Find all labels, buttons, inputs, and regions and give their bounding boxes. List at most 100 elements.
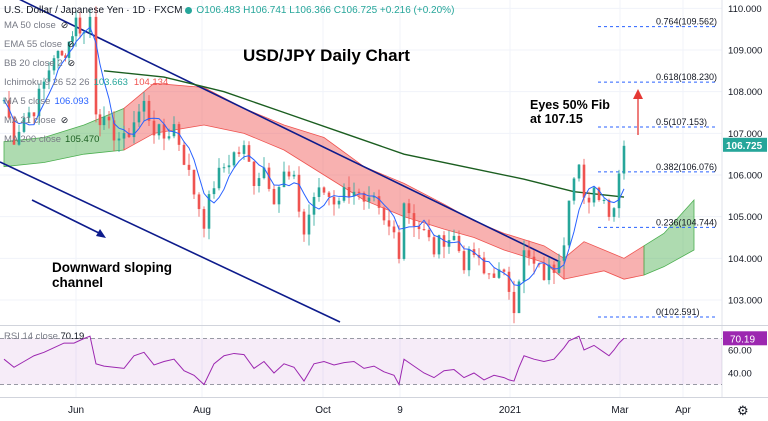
candle-body bbox=[597, 187, 601, 201]
indicator-label: MA 50 close bbox=[4, 20, 56, 31]
candle-body bbox=[587, 197, 591, 203]
candle-body bbox=[88, 16, 92, 33]
candle-body bbox=[542, 263, 546, 281]
candle-body bbox=[272, 188, 276, 205]
ma5-line bbox=[3, 26, 625, 287]
candle-body bbox=[257, 178, 261, 186]
candle-body bbox=[207, 194, 211, 229]
indicator-row[interactable]: MA 200 close 105.470 bbox=[4, 134, 101, 145]
indicator-row[interactable]: MA 50 close ⊘ bbox=[4, 20, 68, 31]
time-tick-label: Mar bbox=[611, 405, 629, 416]
candle-body bbox=[337, 200, 341, 205]
candle-body bbox=[227, 165, 231, 168]
candle-body bbox=[94, 16, 98, 115]
hidden-eye-icon[interactable]: ⊘ bbox=[67, 39, 75, 49]
price-axis: 103.000 104.000 105.000 106.000 107.000 108.0… bbox=[721, 0, 768, 421]
indicator-row[interactable]: BB 20 close 2 ⊘ bbox=[4, 58, 75, 69]
indicator-value: 103.663 bbox=[93, 77, 128, 88]
candle-body bbox=[102, 116, 106, 126]
rsi-label: RSI 14 close bbox=[4, 331, 58, 342]
symbol-name[interactable]: U.S. Dollar / Japanese Yen · 1D · FXCM bbox=[4, 5, 183, 16]
candle-body bbox=[517, 281, 521, 314]
rsi-value: 70.19 bbox=[60, 331, 85, 342]
candle-body bbox=[242, 145, 246, 154]
candle-body bbox=[507, 271, 511, 292]
settings-gear-icon[interactable]: ⚙ bbox=[737, 403, 749, 418]
candle-body bbox=[27, 112, 31, 118]
candle-body bbox=[532, 256, 536, 264]
channel-direction-arrow bbox=[31, 199, 104, 236]
candle-body bbox=[437, 235, 441, 255]
candle-body bbox=[407, 203, 411, 214]
rsi-tick-label: 60.00 bbox=[728, 346, 752, 357]
indicator-row[interactable]: EMA 55 close ⊘ bbox=[4, 39, 75, 50]
candle-body bbox=[78, 17, 82, 34]
candle-body bbox=[512, 291, 516, 314]
indicator-label: MA 21 close bbox=[4, 115, 56, 126]
candle-body bbox=[307, 214, 311, 235]
candle-body bbox=[42, 81, 46, 89]
candle-body bbox=[17, 131, 21, 145]
candle-body bbox=[347, 187, 351, 197]
candle-body bbox=[187, 164, 191, 170]
candle-body bbox=[367, 197, 371, 202]
price-axis-bg bbox=[722, 0, 768, 421]
candle-body bbox=[402, 203, 406, 259]
candle-body bbox=[167, 136, 171, 139]
candle-body bbox=[22, 117, 26, 132]
candle-body bbox=[377, 196, 381, 208]
candle-body bbox=[427, 229, 431, 238]
fib-label: 0.236(104.744) bbox=[656, 217, 717, 227]
candle-body bbox=[392, 226, 396, 233]
candle-body bbox=[397, 232, 401, 259]
candle-body bbox=[452, 235, 456, 241]
rsi-value-tag bbox=[723, 331, 767, 346]
candles bbox=[2, 6, 626, 324]
fib-label: 0.5(107.153) bbox=[656, 117, 707, 127]
channel-annotation-line2: channel bbox=[52, 275, 104, 290]
candle-body bbox=[322, 187, 326, 193]
candle-body bbox=[56, 50, 60, 59]
candle-body bbox=[60, 50, 64, 56]
candle-body bbox=[577, 164, 581, 179]
time-tick-label: Aug bbox=[193, 405, 211, 416]
hidden-eye-icon[interactable]: ⊘ bbox=[67, 58, 76, 68]
candle-body bbox=[247, 145, 251, 162]
candle-body bbox=[417, 226, 421, 230]
candle-body bbox=[617, 173, 621, 209]
candle-body bbox=[602, 199, 606, 201]
fib-label: 0(102.591) bbox=[656, 307, 700, 317]
candle-body bbox=[127, 133, 131, 138]
candle-body bbox=[432, 237, 436, 255]
hidden-eye-icon[interactable]: ⊘ bbox=[60, 115, 69, 125]
candle-body bbox=[12, 117, 16, 145]
fib-annotation-line1: Eyes 50% Fib bbox=[530, 98, 610, 112]
candle-body bbox=[197, 194, 201, 210]
candle-body bbox=[117, 138, 121, 141]
ma5-path bbox=[3, 26, 625, 287]
candle-body bbox=[74, 17, 78, 37]
time-tick-label: Apr bbox=[675, 405, 691, 416]
candle-body bbox=[297, 174, 301, 212]
candle-body bbox=[237, 152, 241, 154]
channel-direction-arrowhead bbox=[96, 229, 106, 238]
price-tick-label: 104.000 bbox=[728, 254, 762, 265]
candle-body bbox=[447, 240, 451, 247]
indicator-value: 105.470 bbox=[65, 134, 100, 145]
candle-body bbox=[152, 120, 156, 136]
time-tick-label: 9 bbox=[397, 405, 403, 416]
indicator-row[interactable]: MA 21 close ⊘ bbox=[4, 115, 68, 126]
indicator-row[interactable]: Ichimoku 9 26 52 26 103.663 104.134 bbox=[4, 77, 170, 88]
candle-body bbox=[357, 191, 361, 193]
candle-body bbox=[382, 207, 386, 221]
rsi-value-label: 70.19 bbox=[730, 334, 755, 345]
rsi-legend[interactable]: RSI 14 close 70.19 bbox=[4, 331, 84, 342]
indicator-row[interactable]: MA 5 close 106.093 bbox=[4, 96, 91, 107]
hidden-eye-icon[interactable]: ⊘ bbox=[60, 20, 69, 30]
cloud-bearish-segment bbox=[563, 241, 645, 280]
candle-body bbox=[342, 187, 346, 201]
candle-body bbox=[622, 145, 626, 174]
candle-body bbox=[607, 199, 611, 217]
